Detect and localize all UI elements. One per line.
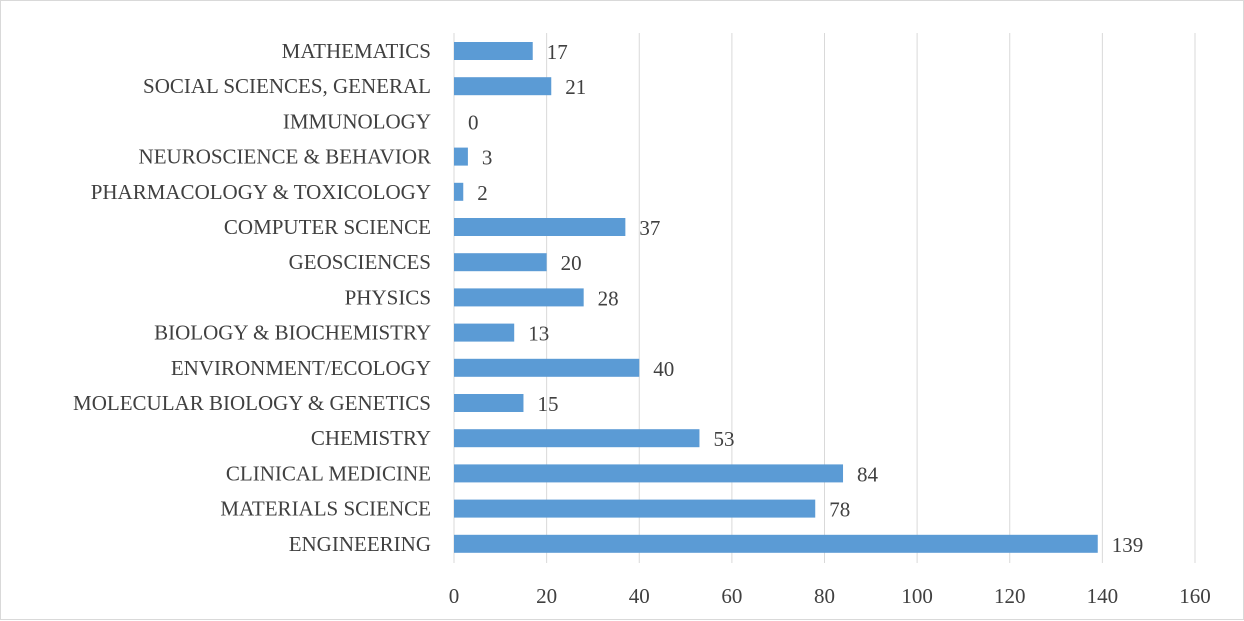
category-label-mathematics: MATHEMATICS	[282, 39, 431, 63]
category-label-environment-ecology: ENVIRONMENT/ECOLOGY	[171, 356, 431, 380]
category-label-computer-science: COMPUTER SCIENCE	[224, 215, 431, 239]
category-label-biology-biochemistry: BIOLOGY & BIOCHEMISTRY	[154, 321, 431, 345]
category-label-materials-science: MATERIALS SCIENCE	[220, 497, 431, 521]
bar-engineering	[454, 534, 1098, 553]
data-label-pharmacology-toxicology: 2	[477, 181, 488, 205]
data-label-geosciences: 20	[561, 251, 582, 275]
x-tick-label-80: 80	[814, 584, 835, 608]
x-tick-label-100: 100	[901, 584, 933, 608]
data-label-molecular-biology-genetics: 15	[537, 392, 558, 416]
category-label-clinical-medicine: CLINICAL MEDICINE	[226, 461, 431, 485]
bar-molecular-biology-genetics	[454, 394, 524, 412]
category-label-pharmacology-toxicology: PHARMACOLOGY & TOXICOLOGY	[91, 180, 431, 204]
data-label-neuroscience-behavior: 3	[482, 146, 493, 170]
bar-mathematics	[454, 42, 533, 60]
x-tick-label-40: 40	[629, 584, 650, 608]
x-tick-label-20: 20	[536, 584, 557, 608]
data-label-clinical-medicine: 84	[857, 462, 879, 486]
x-tick-label-160: 160	[1179, 584, 1211, 608]
data-label-physics: 28	[598, 286, 619, 310]
bar-geosciences	[454, 253, 547, 272]
bar-physics	[454, 288, 584, 307]
category-label-social-sciences-general: SOCIAL SCIENCES, GENERAL	[143, 74, 431, 98]
category-label-physics: PHYSICS	[345, 285, 431, 309]
bar-biology-biochemistry	[454, 323, 515, 342]
data-label-materials-science: 78	[829, 498, 850, 522]
data-label-immunology: 0	[468, 110, 479, 134]
data-label-engineering: 139	[1112, 533, 1144, 557]
x-tick-label-120: 120	[994, 584, 1026, 608]
category-label-engineering: ENGINEERING	[289, 532, 431, 556]
category-labels: MATHEMATICS SOCIAL SCIENCES, GENERAL IMMUN…	[73, 39, 431, 556]
data-label-social-sciences-general: 21	[565, 75, 586, 99]
x-tick-label-60: 60	[721, 584, 742, 608]
bar-materials-science	[454, 499, 816, 518]
data-label-mathematics: 17	[547, 40, 568, 64]
bar-chemistry	[454, 429, 700, 448]
category-label-neuroscience-behavior: NEUROSCIENCE & BEHAVIOR	[139, 145, 431, 169]
data-label-chemistry: 53	[713, 427, 734, 451]
bar-pharmacology-toxicology	[454, 182, 464, 201]
data-label-biology-biochemistry: 13	[528, 322, 549, 346]
bar-environment-ecology	[454, 358, 640, 377]
data-label-environment-ecology: 40	[653, 357, 674, 381]
bar-clinical-medicine	[454, 464, 844, 483]
bars	[454, 42, 1098, 553]
category-label-chemistry: CHEMISTRY	[311, 426, 431, 450]
x-tick-label-140: 140	[1087, 584, 1119, 608]
bar-neuroscience-behavior	[454, 147, 468, 166]
data-label-computer-science: 37	[639, 216, 660, 240]
bar-computer-science	[454, 218, 626, 236]
bar-social-sciences-general	[454, 77, 552, 96]
category-label-geosciences: GEOSCIENCES	[289, 250, 431, 274]
category-label-immunology: IMMUNOLOGY	[283, 109, 431, 133]
x-tick-label-0: 0	[449, 584, 460, 608]
category-label-molecular-biology-genetics: MOLECULAR BIOLOGY & GENETICS	[73, 391, 431, 415]
data-labels: 17 21 03 2 37 20 28 13 40 15 53 84 78 139	[468, 40, 1143, 557]
x-axis-ticks: 0 20 40 60 80 100 120 140 160	[449, 584, 1211, 608]
